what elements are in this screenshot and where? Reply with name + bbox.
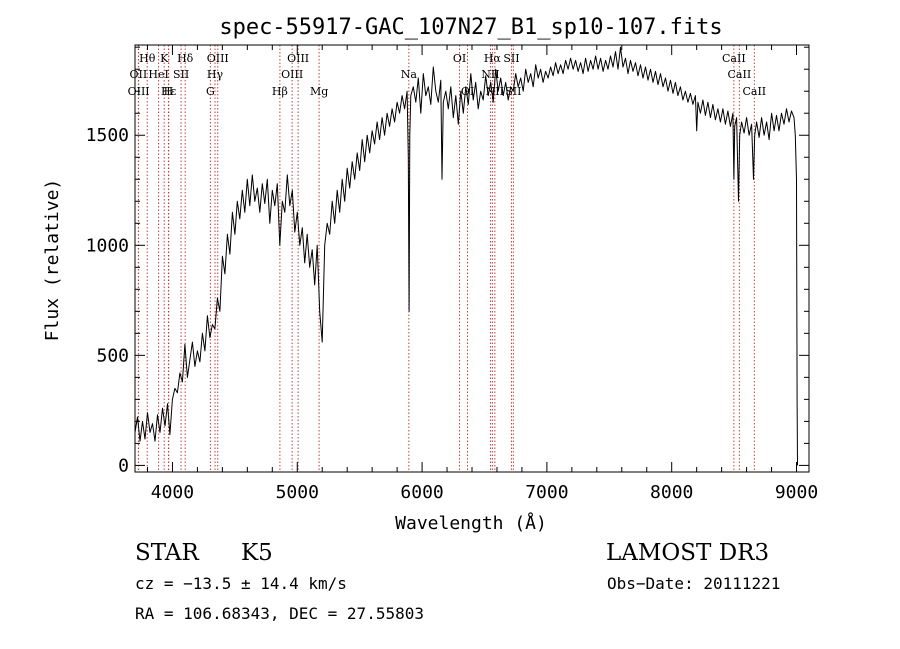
x-tick-label-5: 9000 [775,482,818,503]
class-label: STAR [135,540,199,566]
cz-readout: cz = −13.5 ± 14.4 km/s [135,574,347,593]
line-marker-label-group: HθOIIOIIIKHεHeIHSIIHδGHγOIIIHβOIIIOIIIMg… [128,52,767,98]
ra-dec-readout: RA = 106.68343, DEC = 27.55803 [135,604,424,623]
line-marker-label-8: Hδ [177,52,194,65]
line-marker-label-14: OIII [281,68,303,81]
spectrum-chart: spec-55917-GAC_107N27_B1_sp10-107.fits H… [42,15,818,534]
y-tick-label-0: 0 [118,455,129,476]
line-marker-label-11: OIII [207,52,229,65]
x-tick-label-4: 8000 [650,482,693,503]
line-marker-label-25: CaII [728,68,752,81]
x-tick-label-2: 6000 [400,482,443,503]
line-marker-label-3: K [160,52,169,65]
x-axis: 4000 5000 6000 7000 8000 9000 [146,45,818,503]
line-marker-label-21: NII [486,85,504,98]
line-marker-label-26: CaII [742,85,766,98]
line-marker-group [137,45,755,472]
series-group [134,46,798,466]
line-marker-label-10: Hγ [207,68,224,81]
line-marker-label-16: Na [401,68,418,81]
line-marker-label-18: OI [461,85,474,98]
x-tick-label-3: 7000 [525,482,568,503]
line-marker-label-0: Hθ [139,52,156,65]
line-marker-label-7: SII [173,68,189,81]
line-marker-label-4: Hε [161,85,177,98]
line-marker-label-19: Hα [484,52,502,65]
line-marker-label-22: SII [503,52,519,65]
line-marker-label-1: OII [130,68,148,81]
y-tick-label-2: 1000 [86,235,129,256]
y-axis: 0 500 1000 1500 [86,46,809,476]
line-marker-label-13: OIII [287,52,309,65]
line-marker-label-9: G [206,85,215,98]
survey-label: LAMOST DR3 [606,540,770,566]
chart-title: spec-55917-GAC_107N27_B1_sp10-107.fits [219,15,722,40]
plot-frame [134,44,810,473]
series-line-spectrum [134,46,798,466]
line-marker-label-6: H [164,85,174,98]
y-axis-label: Flux (relative) [42,179,63,342]
line-marker-label-5: HeI [148,68,168,81]
subclass-label: K5 [241,540,273,566]
x-axis-label: Wavelength (Å) [395,512,547,534]
line-marker-label-12: Hβ [272,85,288,98]
y-tick-label-1: 500 [96,345,129,366]
line-marker-label-17: OI [453,52,466,65]
x-tick-label-1: 5000 [276,482,319,503]
obs-date: Obs−Date: 20111221 [607,574,781,593]
x-tick-label-0: 4000 [151,482,194,503]
y-tick-label-3: 1500 [86,125,129,146]
line-marker-label-15: Mg [310,85,328,98]
line-marker-label-24: CaII [722,52,746,65]
